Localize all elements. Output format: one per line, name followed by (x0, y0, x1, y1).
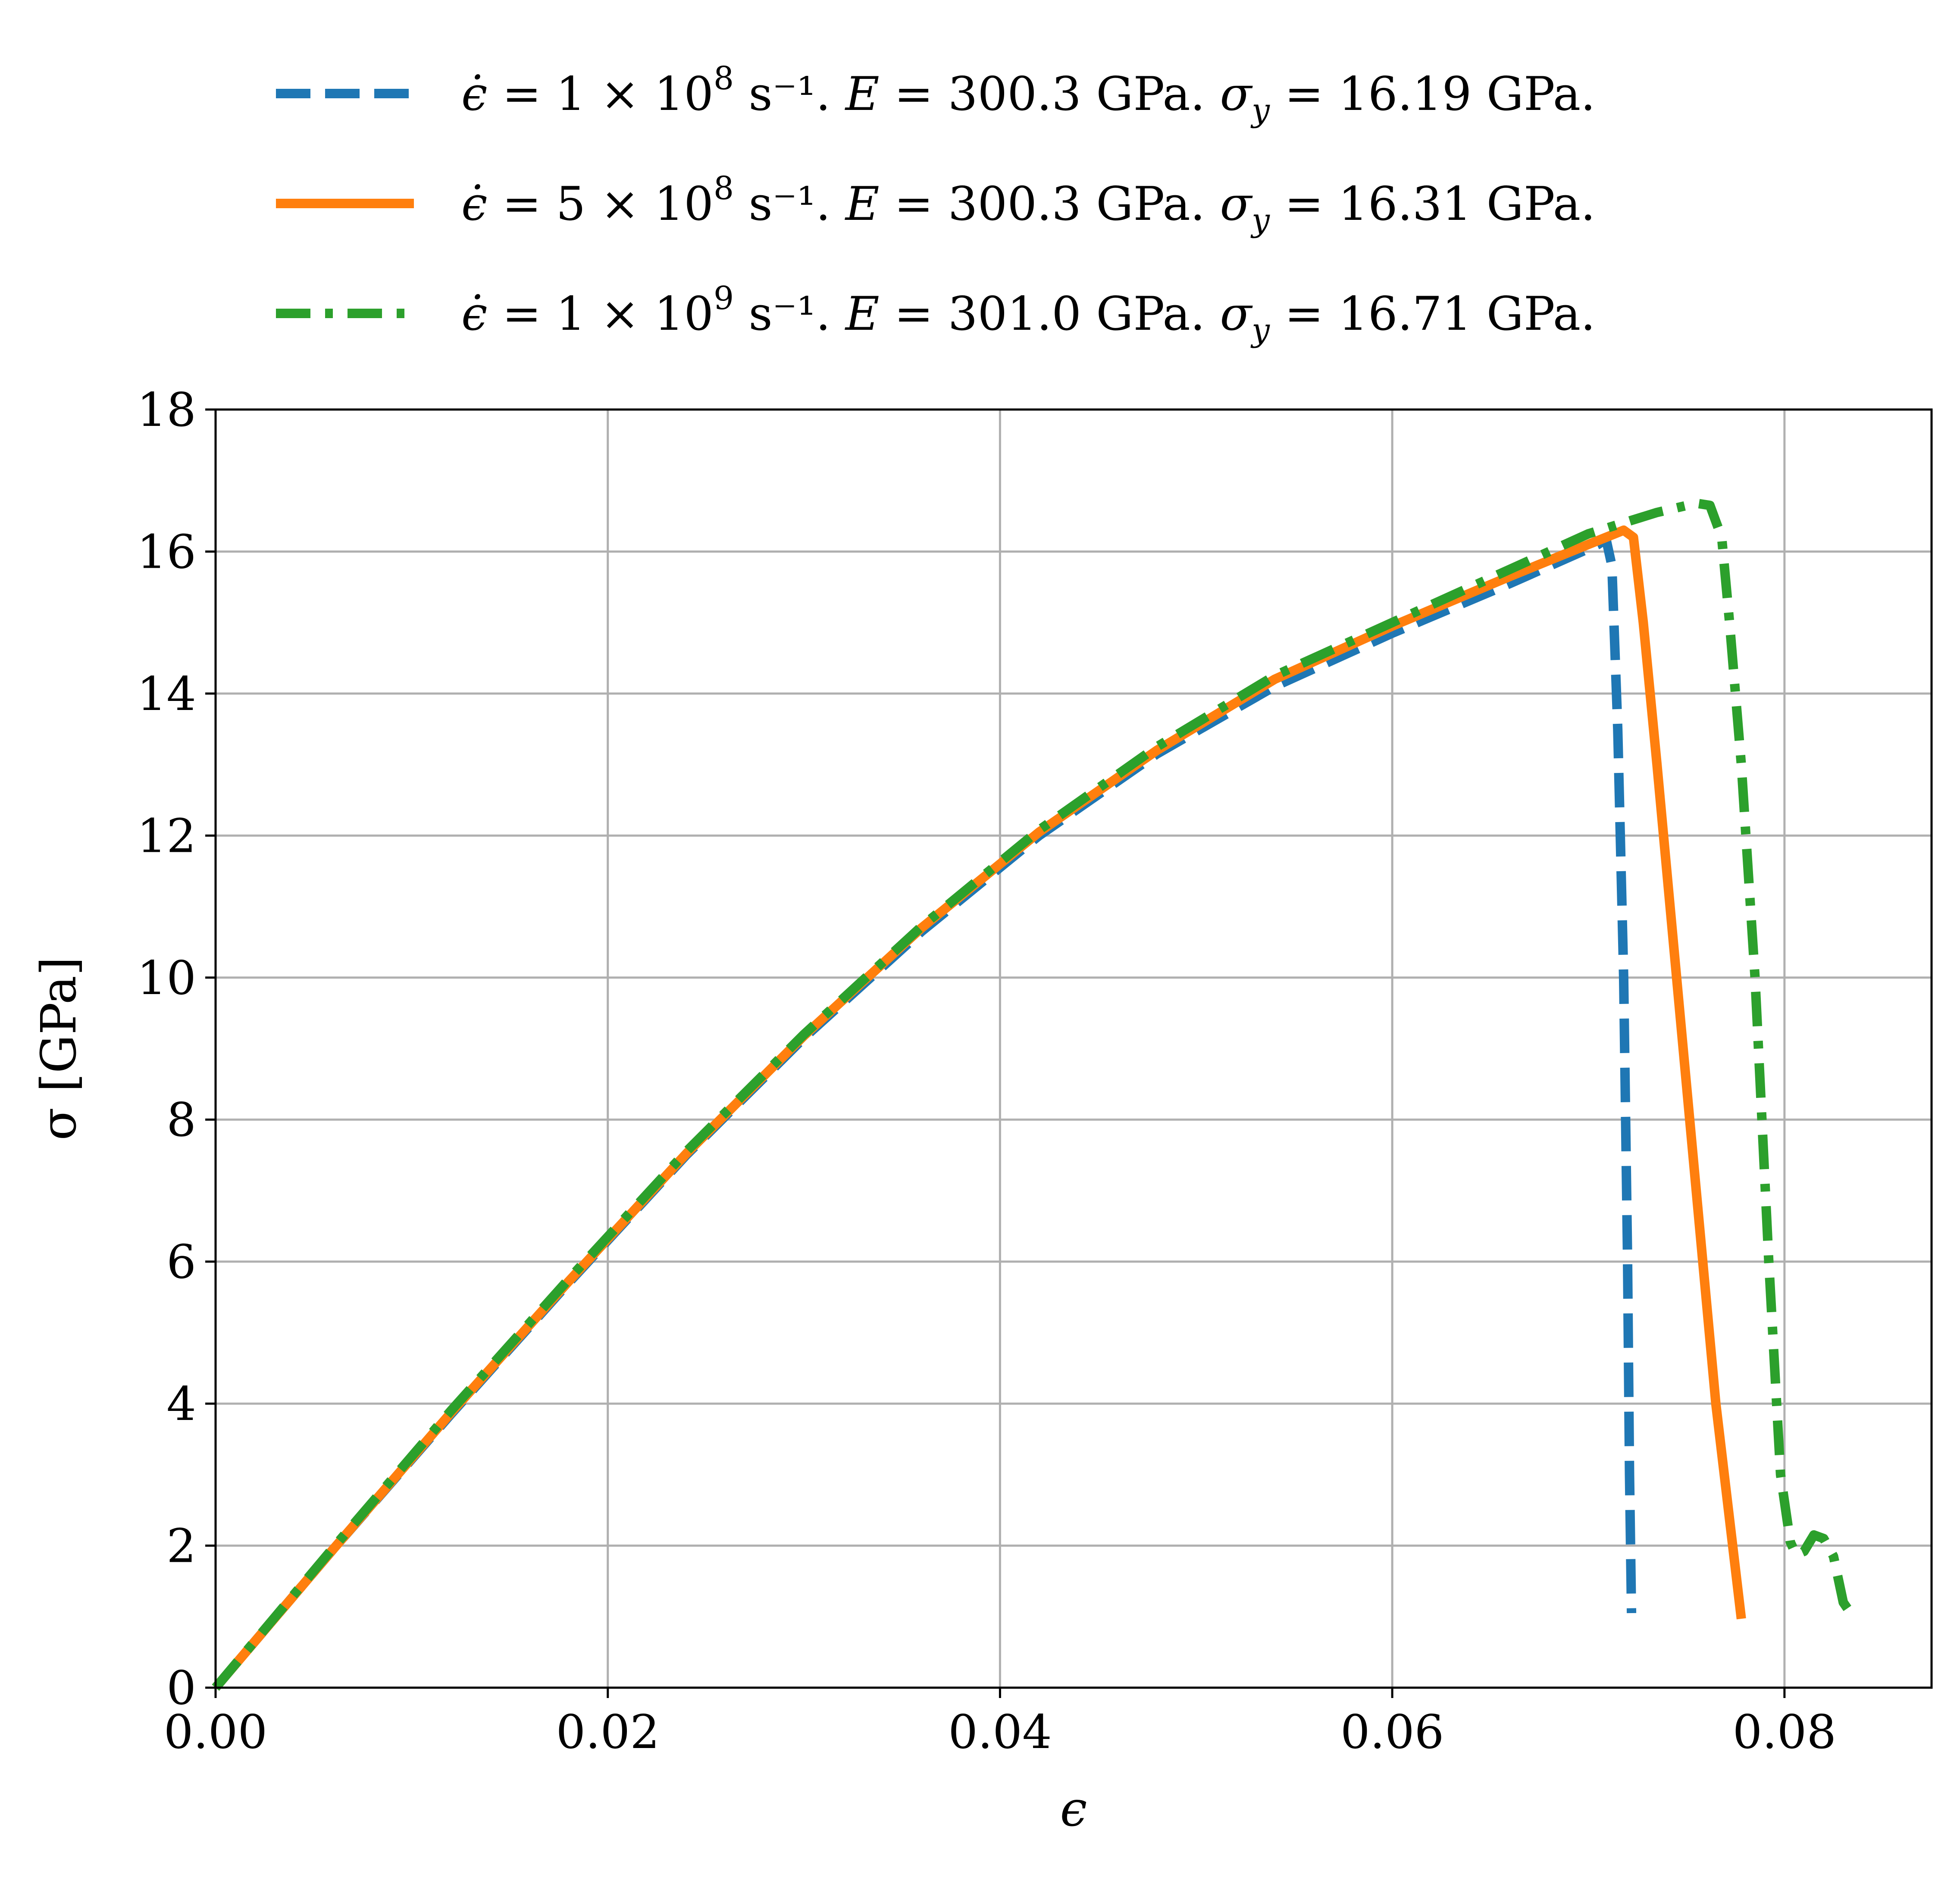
x-tick-label: 0.02 (556, 1705, 659, 1759)
x-tick-label: 0.08 (1733, 1705, 1836, 1759)
legend-entry-2: ϵ̇ = 5 × 108 s⁻¹. E = 300.3 GPa. σy = 16… (276, 170, 1595, 239)
series-line-3 (212, 498, 1857, 1691)
legend: ϵ̇ = 1 × 108 s⁻¹. E = 300.3 GPa. σy = 16… (276, 60, 1595, 349)
plot-frame (214, 408, 1933, 1689)
y-tick-label: 4 (166, 1377, 196, 1431)
y-tick-label: 18 (137, 383, 196, 437)
x-tick-label: 0.04 (948, 1705, 1052, 1759)
y-tick-label: 2 (166, 1520, 196, 1573)
legend-label-3: ϵ̇ = 1 × 109 s⁻¹. E = 301.0 GPa. σy = 16… (461, 280, 1595, 349)
y-tick-label: 8 (166, 1093, 196, 1147)
y-tick-label: 12 (137, 809, 196, 863)
y-tick-label: 14 (137, 667, 196, 721)
x-axis-label: ϵ (1060, 1781, 1087, 1837)
legend-entry-3: ϵ̇ = 1 × 109 s⁻¹. E = 301.0 GPa. σy = 16… (276, 280, 1595, 349)
y-tick-label: 6 (166, 1235, 196, 1289)
x-tick-label: 0.06 (1340, 1705, 1444, 1759)
legend-label-2: ϵ̇ = 5 × 108 s⁻¹. E = 300.3 GPa. σy = 16… (461, 170, 1595, 239)
y-tick-label: 16 (137, 525, 196, 579)
legend-label-1: ϵ̇ = 1 × 108 s⁻¹. E = 300.3 GPa. σy = 16… (461, 60, 1595, 129)
y-tick-label: 0 (166, 1661, 196, 1715)
x-tick-label: 0.00 (164, 1705, 267, 1759)
series-lines (212, 498, 1857, 1691)
axis-ticks: 0.00 0.02 0.04 0.06 0.08 0 2 4 6 8 10 12 14 16 18 (137, 383, 1837, 1759)
legend-entry-1: ϵ̇ = 1 × 108 s⁻¹. E = 300.3 GPa. σy = 16… (276, 60, 1595, 129)
y-axis-label: σ [GPa] (31, 957, 87, 1140)
y-tick-label: 10 (137, 951, 196, 1005)
